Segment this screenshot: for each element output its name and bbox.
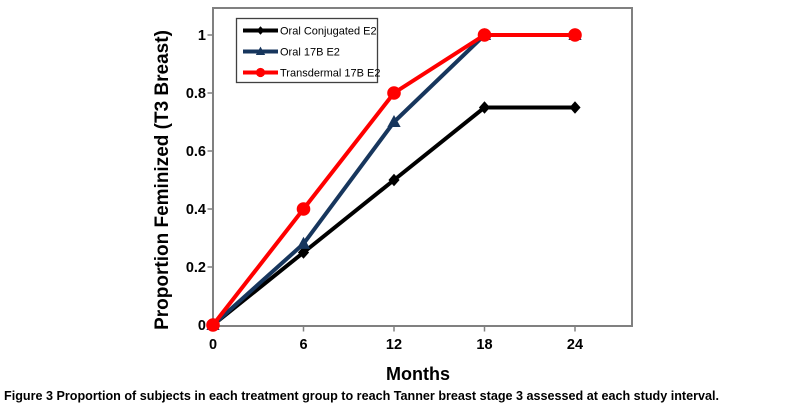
y-tick-label: 0.2 bbox=[186, 260, 206, 276]
figure-caption-label: Figure 3 bbox=[4, 389, 53, 403]
data-point-transdermal-17b-e2 bbox=[568, 28, 582, 42]
x-tick-label: 12 bbox=[386, 337, 402, 353]
y-tick-label: 1 bbox=[198, 28, 206, 44]
line-chart: 0 6 12 18 24 0 0.2 0.4 0.6 0.8 1 Oral Conjugated E2… bbox=[152, 7, 633, 384]
data-point-transdermal-17b-e2 bbox=[206, 318, 220, 332]
legend-label: Transdermal 17B E2 bbox=[280, 68, 380, 80]
legend-triangle-icon bbox=[255, 46, 266, 56]
y-tick-label: 0.8 bbox=[186, 86, 206, 102]
x-tick-label: 0 bbox=[209, 337, 217, 353]
data-point-oral-conjugated-e2 bbox=[388, 173, 400, 187]
legend-label: Oral 17B E2 bbox=[280, 47, 340, 59]
data-point-transdermal-17b-e2 bbox=[296, 202, 311, 216]
legend-item-oral-17b-e2: Oral 17B E2 bbox=[243, 47, 340, 59]
legend-label: Oral Conjugated E2 bbox=[280, 26, 377, 38]
data-point-oral-17b-e2 bbox=[387, 115, 401, 128]
legend-diamond-icon bbox=[256, 26, 265, 35]
plot-area: 0 6 12 18 24 0 0.2 0.4 0.6 0.8 1 Oral Conjugated E2… bbox=[186, 7, 633, 353]
y-axis-title: Proportion Feminized (T3 Breast) bbox=[152, 30, 173, 330]
data-point-oral-conjugated-e2 bbox=[297, 246, 310, 259]
x-tick-label: 6 bbox=[299, 337, 307, 353]
legend-item-transdermal-17b-e2: Transdermal 17B E2 bbox=[243, 68, 380, 80]
data-point-oral-17b-e2 bbox=[296, 236, 311, 249]
data-point-oral-conjugated-e2 bbox=[478, 101, 491, 114]
y-tick-label: 0.6 bbox=[186, 144, 206, 160]
data-point-oral-conjugated-e2 bbox=[569, 101, 581, 114]
data-point-transdermal-17b-e2 bbox=[387, 86, 401, 100]
plot-border bbox=[212, 7, 633, 327]
x-axis-title: Months bbox=[386, 364, 450, 384]
y-tick-label: 0.4 bbox=[186, 202, 206, 218]
x-tick-label: 24 bbox=[567, 337, 583, 353]
figure-caption: Figure 3 Proportion of subjects in each … bbox=[4, 389, 719, 403]
series-line-oral-conjugated-e2 bbox=[211, 105, 575, 327]
data-point-transdermal-17b-e2 bbox=[477, 28, 492, 42]
legend-circle-icon bbox=[255, 67, 266, 78]
legend: Oral Conjugated E2 Oral 17B E2 Transdermal… bbox=[235, 17, 380, 84]
x-tick-label: 18 bbox=[476, 337, 492, 353]
y-tick-label: 0 bbox=[198, 318, 206, 334]
figure-caption-text: Proportion of subjects in each treatment… bbox=[56, 389, 720, 403]
legend-item-oral-conjugated-e2: Oral Conjugated E2 bbox=[243, 26, 377, 38]
